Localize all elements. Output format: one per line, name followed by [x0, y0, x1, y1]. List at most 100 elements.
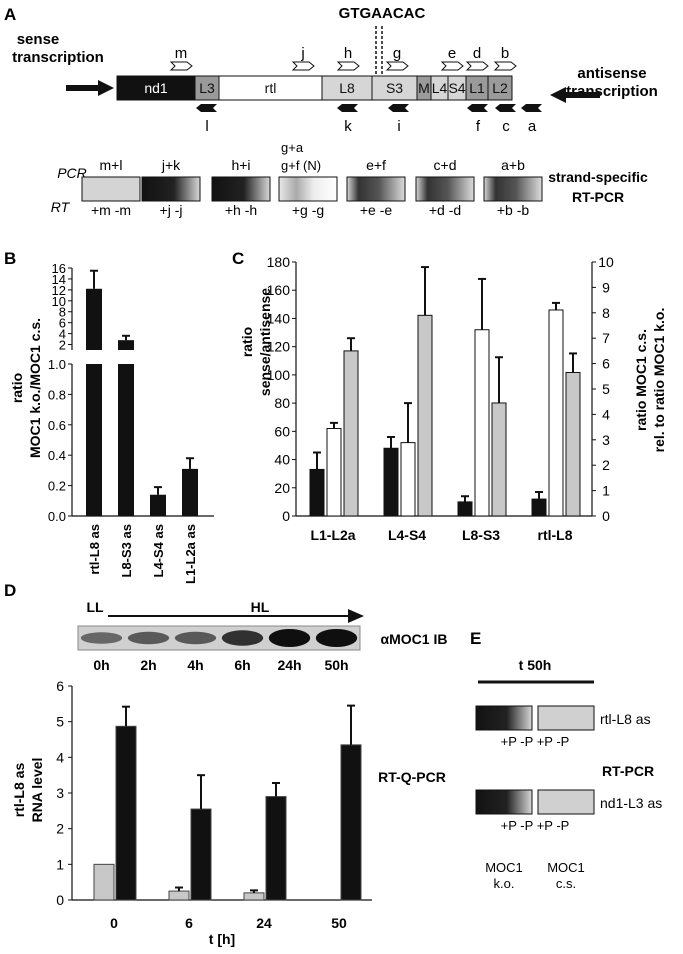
- panel-letter-b: B: [4, 249, 16, 268]
- gene-segment-label: M: [418, 80, 430, 96]
- panel-c-left-tick-label: 180: [267, 254, 291, 270]
- panel-c-bar: [474, 329, 490, 517]
- motif-label: GTGAACAC: [339, 5, 426, 22]
- primer-reverse-arrow-k: [337, 104, 358, 112]
- blot-time-label: 6h: [234, 657, 250, 673]
- panel-c-category-label: L4-S4: [388, 527, 426, 543]
- moc1-immunoblot: 0h 2h 4h 6h 24h 50h: [77, 625, 361, 673]
- gel-rt-label: +d -d: [429, 202, 461, 218]
- primer-label-c: c: [502, 118, 510, 135]
- gel-lane-pair: [278, 176, 338, 202]
- panel-d-bar: [190, 808, 212, 901]
- panel-d-category-label: 0: [110, 915, 118, 931]
- gene-segment-label: L1: [469, 80, 485, 96]
- primer-label-b: b: [501, 45, 509, 62]
- panel-c-bar: [309, 468, 325, 517]
- panel-d-category-label: 50: [331, 915, 347, 931]
- primer-label-m: m: [175, 45, 188, 62]
- blot-label: αMOC1 IB: [381, 631, 448, 647]
- panel-c-bar: [531, 498, 547, 517]
- blot-band: [315, 629, 358, 647]
- panel-e-gel-cs: [537, 705, 595, 731]
- gene-segment-label: S3: [386, 80, 403, 96]
- gel-pcr-label: a+b: [501, 157, 525, 173]
- panel-b-tick-label: 2: [59, 338, 66, 353]
- primer-forward-arrow-h: [336, 61, 360, 71]
- panel-letter-c: C: [232, 249, 244, 268]
- antisense-arrow: [550, 87, 600, 103]
- panel-b-tick-label: 14: [52, 272, 66, 287]
- panel-d-bar: [168, 890, 190, 901]
- panel-b-tick-label: 0.8: [48, 387, 66, 402]
- panel-c-ylabel-right-2: rel. to ratio MOC1 k.o.: [651, 308, 667, 453]
- panel-b-tick-label: 0.2: [48, 479, 66, 494]
- gel-lane-pair: [346, 176, 406, 202]
- panel-c-left-tick-label: 80: [274, 395, 290, 411]
- blot-band: [127, 631, 170, 645]
- panel-b-bar: [86, 364, 102, 516]
- primer-forward-arrow-j: [291, 61, 315, 71]
- panel-d-category-label: 6: [185, 915, 193, 931]
- panel-letter-e: E: [470, 629, 481, 648]
- panel-c-right-tick-label: 1: [602, 483, 610, 499]
- panel-b-tick-label: 12: [52, 283, 66, 298]
- panel-c: C ratio sense/antisense ratio MOC1 c.s. …: [232, 249, 667, 543]
- col-cs-label-1: MOC1: [547, 860, 585, 875]
- gel-pcr-label: g+a: [281, 140, 304, 155]
- panel-d-bar: [243, 892, 265, 901]
- panel-c-right-tick-label: 0: [602, 508, 610, 524]
- blot-strip: [77, 625, 361, 651]
- blot-time-label: 24h: [277, 657, 301, 673]
- panel-c-category-label: rtl-L8: [538, 527, 573, 543]
- gel-rt-label: +m -m: [91, 202, 131, 218]
- gel-rt-label: +j -j: [160, 202, 183, 218]
- panel-d: D LL HL 0h 2h 4h 6h 24h 50h αMOC1 IB rtl-L8 a…: [4, 581, 447, 947]
- blot-time-label: 0h: [93, 657, 109, 673]
- primer-label-e: e: [448, 45, 456, 62]
- blot-band: [80, 632, 123, 644]
- panel-c-bar: [417, 314, 433, 517]
- panel-letter-d: D: [4, 581, 16, 600]
- sense-arrow: [66, 80, 114, 96]
- panel-d-category-label: 24: [256, 915, 272, 931]
- panel-c-bar: [491, 402, 507, 517]
- primer-forward-arrow-g: [385, 61, 409, 71]
- pcr-row-label: PCR: [57, 165, 87, 181]
- panel-c-left-tick-label: 100: [267, 367, 291, 383]
- panel-e-gel-cs: [537, 789, 595, 815]
- panel-b-tick-label: 10: [52, 294, 66, 309]
- panel-b-category-label: L1-L2a as: [183, 524, 198, 584]
- primer-label-g: g: [393, 45, 401, 62]
- panel-c-bar: [457, 501, 473, 517]
- panel-e-lane-labels: +P -P +P -P: [501, 818, 570, 833]
- panel-b-ylabel-1: ratio: [9, 373, 25, 403]
- panel-b-tick-label: 0.0: [48, 509, 66, 524]
- primer-label-k: k: [344, 118, 352, 135]
- panel-d-tick-label: 6: [56, 678, 64, 694]
- panel-b-bar: [118, 340, 134, 350]
- primer-arrows: m j h g e d b l k i f c a: [169, 45, 542, 135]
- blot-band: [174, 631, 217, 645]
- gene-segment-label: L4: [432, 80, 448, 96]
- primer-reverse-arrow-l: [196, 104, 217, 112]
- panel-d-tick-label: 1: [56, 856, 64, 872]
- panel-d-tick-label: 4: [56, 749, 64, 765]
- panel-d-ylabel-2: RNA level: [29, 758, 45, 823]
- panel-c-left-tick-label: 60: [274, 423, 290, 439]
- primer-label-f: f: [476, 118, 481, 135]
- primer-label-l: l: [205, 118, 208, 135]
- blot-time-label: 4h: [187, 657, 203, 673]
- gene-map: nd1 L3 rtl L8 S3 M L4 S4 L1 L2: [116, 75, 513, 101]
- primer-label-h: h: [344, 45, 352, 62]
- gene-segment-s3: [371, 75, 418, 101]
- panel-c-category-label: L8-S3: [462, 527, 500, 543]
- primer-label-j: j: [300, 45, 304, 62]
- panel-c-ylabel-left-2: sense/antisense: [257, 288, 273, 396]
- panel-e-row-label: rtl-L8 as: [600, 711, 651, 727]
- gel-lane-pair: [415, 176, 475, 202]
- panel-c-right-tick-label: 3: [602, 432, 610, 448]
- panel-b-tick-label: 6: [59, 316, 66, 331]
- panel-c-left-tick-label: 160: [267, 282, 291, 298]
- panel-c-right-tick-label: 2: [602, 457, 610, 473]
